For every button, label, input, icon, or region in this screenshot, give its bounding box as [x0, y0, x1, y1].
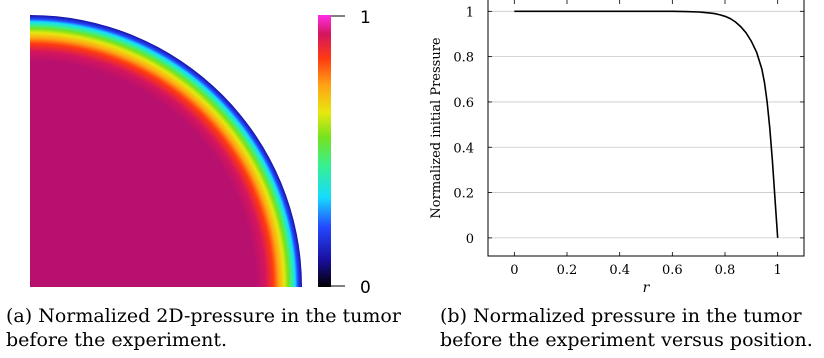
- figure-b: 0 0.2 0.4 0.6 0.8 1 0 0.2 0.4 0.6 0.8 1 r Normalize…: [420, 0, 824, 358]
- y-tick-label-2: 0.4: [453, 141, 474, 156]
- x-tick-label-5: 1: [774, 263, 782, 278]
- axis-ticks: 0 0.2 0.4 0.6 0.8 1 0 0.2 0.4 0.6 0.8 1: [453, 0, 804, 278]
- y-tick-label-4: 0.8: [453, 51, 474, 66]
- x-tick-label-2: 0.4: [609, 263, 630, 278]
- y-tick-label-1: 0.2: [453, 187, 474, 202]
- y-axis-label: Normalized initial Pressure: [429, 37, 444, 219]
- x-tick-label-0: 0: [510, 263, 518, 278]
- plot-frame: [487, 0, 805, 257]
- x-axis-label: r: [643, 280, 651, 296]
- series-line: [514, 10, 779, 238]
- x-tick-label-4: 0.8: [715, 263, 736, 278]
- pressure-map-figure: 1 0: [30, 8, 371, 298]
- colorbar: [318, 15, 331, 287]
- pressure-quarter-disk: [30, 15, 302, 287]
- grid-lines: [488, 10, 804, 239]
- figure-a: 1 0 (a) Normalized 2D-pressure in the tu…: [6, 8, 401, 351]
- y-tick-label-3: 0.6: [453, 96, 474, 111]
- pressure-line-chart: 0 0.2 0.4 0.6 0.8 1 0 0.2 0.4 0.6 0.8 1 r Normalize…: [429, 0, 805, 296]
- x-tick-label-1: 0.2: [557, 263, 578, 278]
- colorbar-min-label: 0: [360, 278, 371, 298]
- caption-b: (b) Normalized pressure in the tumor bef…: [440, 305, 813, 351]
- x-tick-label-3: 0.6: [662, 263, 683, 278]
- y-tick-label-5: 1: [466, 5, 474, 20]
- colorbar-max-label: 1: [360, 8, 371, 28]
- y-tick-label-0: 0: [466, 232, 474, 247]
- caption-a: (a) Normalized 2D-pressure in the tumor …: [6, 305, 401, 351]
